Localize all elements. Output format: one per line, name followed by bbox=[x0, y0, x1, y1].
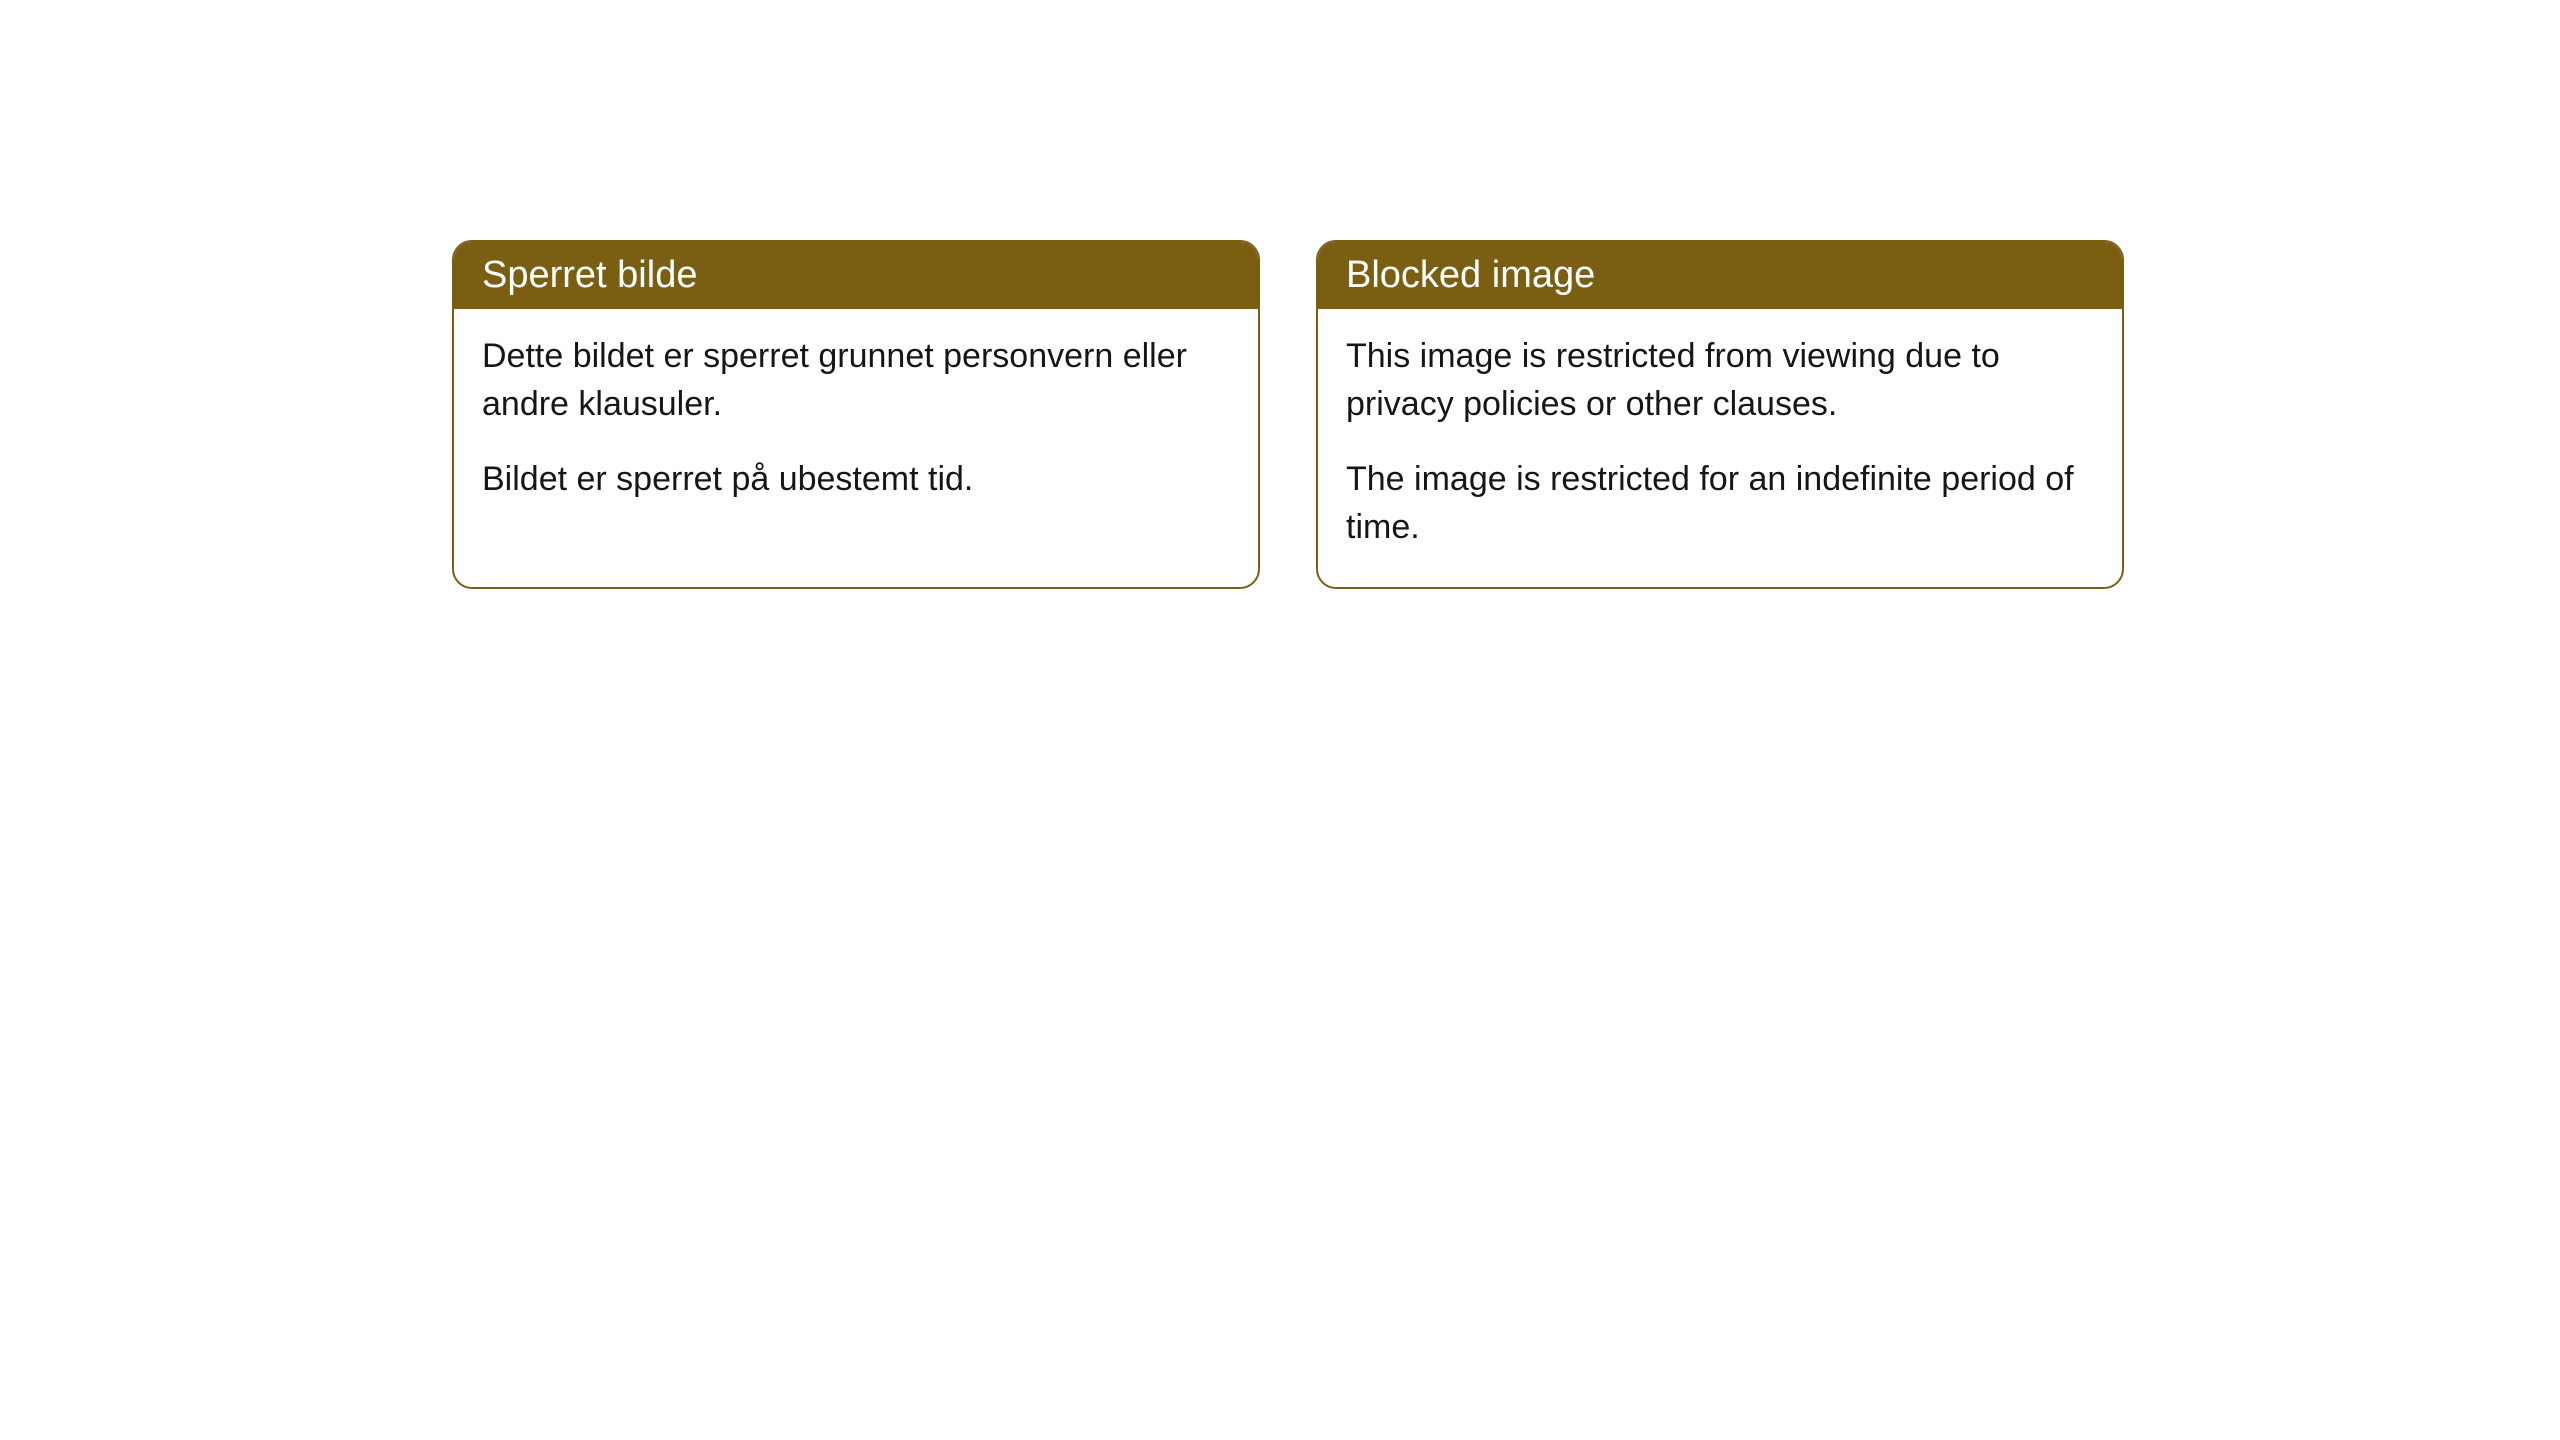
card-paragraph1-en: This image is restricted from viewing du… bbox=[1346, 333, 2094, 428]
card-header-no: Sperret bilde bbox=[454, 242, 1258, 309]
card-title-no: Sperret bilde bbox=[482, 254, 697, 296]
card-paragraph2-no: Bildet er sperret på ubestemt tid. bbox=[482, 456, 1230, 504]
blocked-image-card-no: Sperret bilde Dette bildet er sperret gr… bbox=[452, 240, 1260, 589]
card-body-no: Dette bildet er sperret grunnet personve… bbox=[454, 309, 1258, 540]
card-paragraph2-en: The image is restricted for an indefinit… bbox=[1346, 456, 2094, 551]
card-header-en: Blocked image bbox=[1318, 242, 2122, 309]
card-paragraph1-no: Dette bildet er sperret grunnet personve… bbox=[482, 333, 1230, 428]
card-body-en: This image is restricted from viewing du… bbox=[1318, 309, 2122, 587]
blocked-image-card-en: Blocked image This image is restricted f… bbox=[1316, 240, 2124, 589]
cards-container: Sperret bilde Dette bildet er sperret gr… bbox=[452, 240, 2124, 589]
card-title-en: Blocked image bbox=[1346, 254, 1595, 296]
